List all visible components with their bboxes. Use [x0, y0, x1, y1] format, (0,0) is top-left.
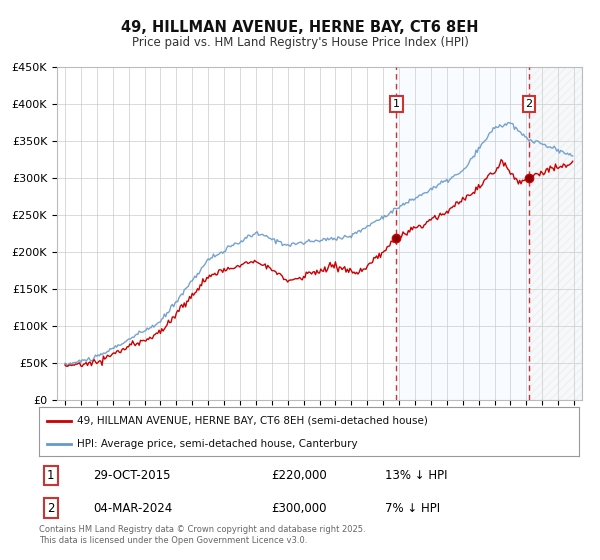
Text: 1: 1 [47, 469, 55, 482]
Text: 49, HILLMAN AVENUE, HERNE BAY, CT6 8EH: 49, HILLMAN AVENUE, HERNE BAY, CT6 8EH [121, 20, 479, 35]
Text: HPI: Average price, semi-detached house, Canterbury: HPI: Average price, semi-detached house,… [77, 439, 358, 449]
Bar [397, 67, 529, 400]
Text: £300,000: £300,000 [271, 502, 326, 515]
Text: 2: 2 [526, 99, 533, 109]
Text: 13% ↓ HPI: 13% ↓ HPI [385, 469, 447, 482]
Text: 04-MAR-2024: 04-MAR-2024 [93, 502, 172, 515]
Text: 7% ↓ HPI: 7% ↓ HPI [385, 502, 440, 515]
Text: 29-OCT-2015: 29-OCT-2015 [93, 469, 170, 482]
Text: £220,000: £220,000 [271, 469, 327, 482]
Text: 1: 1 [393, 99, 400, 109]
Text: 2: 2 [47, 502, 55, 515]
Text: Contains HM Land Registry data © Crown copyright and database right 2025.
This d: Contains HM Land Registry data © Crown c… [39, 525, 365, 545]
Text: 49, HILLMAN AVENUE, HERNE BAY, CT6 8EH (semi-detached house): 49, HILLMAN AVENUE, HERNE BAY, CT6 8EH (… [77, 416, 428, 426]
Bar [529, 67, 582, 400]
Text: Price paid vs. HM Land Registry's House Price Index (HPI): Price paid vs. HM Land Registry's House … [131, 36, 469, 49]
